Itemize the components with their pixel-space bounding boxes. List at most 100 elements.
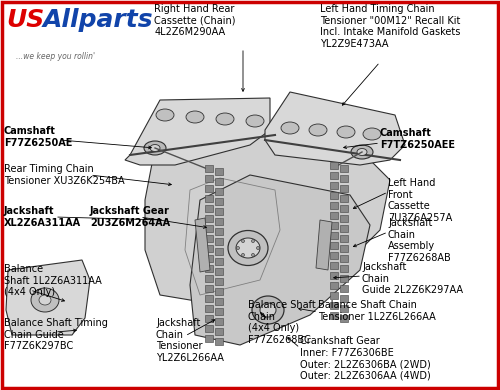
Bar (205, 275, 213, 282)
Polygon shape (190, 175, 370, 345)
Text: Balance
Shaft 1L2Z6A311AA
(4x4 Only): Balance Shaft 1L2Z6A311AA (4x4 Only) (4, 264, 102, 297)
Ellipse shape (256, 246, 260, 250)
Bar (215, 338, 223, 345)
Text: Jackshaft
XL2Z6A311AA: Jackshaft XL2Z6A311AA (4, 206, 81, 228)
Bar (215, 238, 223, 245)
Bar (215, 188, 223, 195)
Text: Crankshaft Gear
Inner: F77Z6306BE
Outer: 2L2Z6306BA (2WD)
Outer: 2L2Z6306AA (4WD: Crankshaft Gear Inner: F77Z6306BE Outer:… (300, 336, 431, 381)
Ellipse shape (242, 239, 244, 243)
Ellipse shape (236, 238, 260, 258)
Bar (215, 248, 223, 255)
Bar (340, 175, 348, 182)
Bar (205, 215, 213, 222)
Text: Balance Shaft Chain
Tensioner 1L2Z6L266AA: Balance Shaft Chain Tensioner 1L2Z6L266A… (318, 300, 436, 322)
Bar (205, 295, 213, 302)
Ellipse shape (216, 113, 234, 125)
Bar (330, 282, 338, 289)
Bar (215, 228, 223, 235)
Bar (205, 255, 213, 262)
Bar (330, 222, 338, 229)
Bar (205, 225, 213, 232)
Bar (340, 205, 348, 212)
Bar (340, 185, 348, 192)
Bar (330, 212, 338, 219)
Bar (340, 255, 348, 262)
Ellipse shape (242, 254, 244, 257)
Ellipse shape (309, 124, 327, 136)
Bar (215, 218, 223, 225)
Ellipse shape (228, 230, 268, 266)
Text: Left Hand Timing Chain
Tensioner "00M12" Recall Kit
Incl. Intake Manifold Gasket: Left Hand Timing Chain Tensioner "00M12"… (320, 4, 460, 49)
Bar (340, 265, 348, 272)
Polygon shape (6, 260, 90, 335)
Bar (215, 168, 223, 175)
Bar (205, 325, 213, 332)
Text: US: US (6, 8, 44, 32)
Bar (215, 318, 223, 325)
Bar (340, 305, 348, 312)
Ellipse shape (31, 288, 59, 312)
Bar (205, 175, 213, 182)
Bar (330, 162, 338, 169)
Ellipse shape (39, 295, 51, 305)
Polygon shape (316, 220, 332, 270)
Polygon shape (145, 130, 390, 310)
Bar (205, 315, 213, 322)
Ellipse shape (337, 126, 355, 138)
Ellipse shape (357, 149, 367, 156)
Bar (340, 245, 348, 252)
Ellipse shape (260, 303, 276, 317)
Text: Rear Timing Chain
Tensioner XU3Z6K254BA: Rear Timing Chain Tensioner XU3Z6K254BA (4, 164, 124, 186)
Bar (205, 185, 213, 192)
Bar (330, 262, 338, 269)
Text: Camshaft
F77Z6250AE: Camshaft F77Z6250AE (4, 126, 72, 147)
Bar (215, 258, 223, 265)
Bar (205, 205, 213, 212)
Bar (340, 285, 348, 292)
Bar (205, 195, 213, 202)
Bar (330, 202, 338, 209)
Bar (330, 192, 338, 199)
Ellipse shape (156, 109, 174, 121)
Bar (205, 235, 213, 242)
Text: Left Hand
Front
Cassette
7U3Z6A257A: Left Hand Front Cassette 7U3Z6A257A (388, 178, 452, 223)
Bar (215, 328, 223, 335)
Bar (330, 242, 338, 249)
Text: Jackshaft
Chain
Guide 2L2Z6K297AA: Jackshaft Chain Guide 2L2Z6K297AA (362, 262, 463, 295)
Ellipse shape (252, 296, 284, 324)
Bar (330, 172, 338, 179)
Bar (215, 298, 223, 305)
Polygon shape (125, 98, 270, 165)
Bar (215, 198, 223, 205)
Bar (330, 312, 338, 319)
Text: Jackshaft Gear
2U3Z6M264AA: Jackshaft Gear 2U3Z6M264AA (90, 206, 170, 228)
Ellipse shape (144, 141, 166, 155)
Bar (215, 288, 223, 295)
Text: Balance Shaft Timing
Chain Guide
F77Z6K297BC: Balance Shaft Timing Chain Guide F77Z6K2… (4, 318, 108, 351)
Bar (330, 182, 338, 189)
Bar (215, 308, 223, 315)
Ellipse shape (363, 128, 381, 140)
Polygon shape (265, 92, 405, 165)
Polygon shape (195, 218, 210, 272)
Bar (330, 272, 338, 279)
Ellipse shape (351, 145, 373, 159)
Bar (340, 235, 348, 242)
Text: Jackshaft
Chain
Assembly
F77Z6268AB: Jackshaft Chain Assembly F77Z6268AB (388, 218, 451, 263)
Text: ...we keep you rollin': ...we keep you rollin' (16, 52, 95, 61)
Bar (215, 208, 223, 215)
Bar (205, 165, 213, 172)
Ellipse shape (252, 239, 254, 243)
Bar (215, 268, 223, 275)
Text: Jackshaft
Chain
Tensioner
YL2Z6L266AA: Jackshaft Chain Tensioner YL2Z6L266AA (156, 318, 224, 363)
Bar (330, 302, 338, 309)
Bar (330, 232, 338, 239)
Bar (340, 225, 348, 232)
Text: Balance Shaft
Chain
(4x4 Only)
F77Z6268BC: Balance Shaft Chain (4x4 Only) F77Z6268B… (248, 300, 316, 345)
Ellipse shape (281, 122, 299, 134)
Bar (330, 292, 338, 299)
Bar (340, 315, 348, 322)
Bar (215, 178, 223, 185)
Bar (340, 215, 348, 222)
Bar (205, 245, 213, 252)
